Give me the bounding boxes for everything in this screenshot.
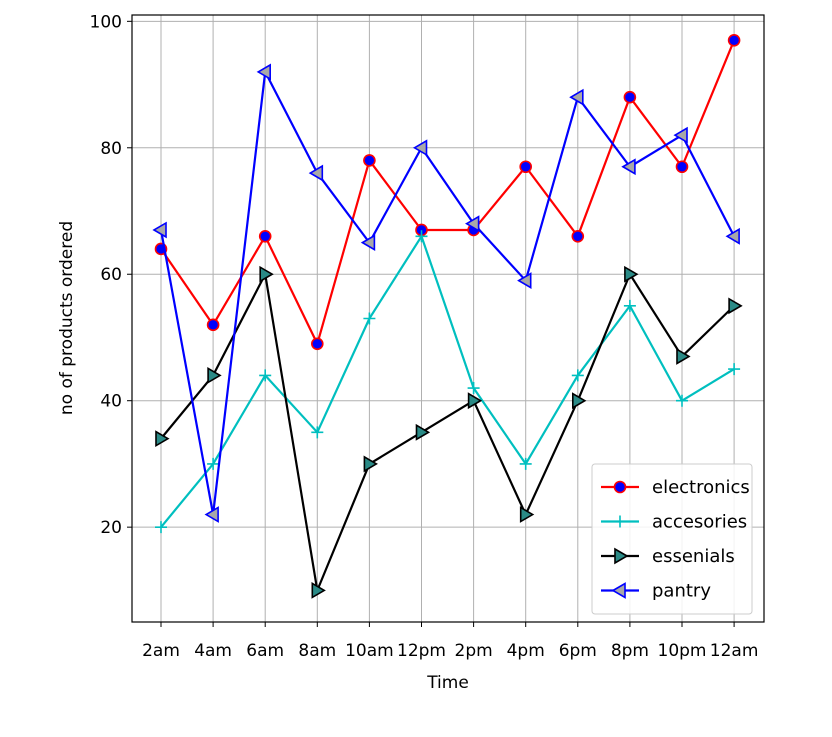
x-tick-label: 12am: [710, 641, 759, 661]
data-point-accesories: [728, 363, 741, 376]
data-point-electronics: [206, 318, 220, 332]
plot-frame: [131, 14, 765, 623]
data-point-essenials: [572, 392, 587, 410]
y-tick-label: 40: [100, 392, 122, 412]
data-point-essenials: [728, 297, 743, 315]
y-axis-ticks: 20 40 60 80 100: [90, 12, 132, 538]
data-point-electronics: [727, 33, 741, 47]
y-tick-label: 100: [90, 12, 122, 32]
legend-label-electronics: electronics: [652, 477, 750, 498]
data-point-essenials: [259, 265, 274, 283]
data-point-pantry: [256, 63, 271, 81]
series-line-electronics: [160, 39, 736, 345]
series-line-pantry: [159, 70, 736, 516]
series-pantry: [152, 63, 740, 523]
x-tick-label: 4am: [194, 641, 232, 661]
x-tick-label: 4pm: [507, 641, 545, 661]
data-point-pantry: [465, 215, 480, 233]
legend-label-pantry: pantry: [652, 581, 711, 602]
x-tick-label: 2am: [142, 641, 180, 661]
data-point-accesories: [676, 394, 688, 407]
y-axis-label: no of products ordered: [57, 221, 77, 415]
data-point-pantry: [152, 221, 167, 239]
data-point-essenials: [363, 455, 378, 473]
x-tick-label: 6am: [246, 641, 284, 661]
series-layer: [152, 33, 743, 599]
data-point-accesories: [519, 457, 532, 470]
data-point-electronics: [675, 160, 689, 174]
series-essenials: [155, 265, 743, 599]
data-point-electronics: [519, 160, 533, 174]
data-point-accesories: [623, 299, 636, 312]
y-tick-label: 80: [100, 139, 122, 159]
x-tick-label: 8pm: [611, 641, 649, 661]
data-point-essenials: [155, 430, 170, 448]
x-tick-label: 2pm: [455, 641, 493, 661]
data-point-accesories: [155, 521, 167, 534]
legend-marker-pantry: [611, 582, 626, 599]
legend-marker-accesories: [614, 515, 626, 528]
data-point-pantry: [360, 234, 376, 252]
data-point-electronics: [258, 230, 272, 243]
data-point-essenials: [676, 348, 691, 365]
data-point-pantry: [621, 158, 636, 176]
data-point-pantry: [725, 227, 740, 245]
data-point-pantry: [569, 88, 584, 106]
legend: electronics accesories essenials pantry: [591, 463, 753, 615]
data-point-electronics: [363, 154, 376, 167]
legend-label-accesories: accesories: [652, 512, 747, 533]
data-point-accesories: [207, 457, 220, 470]
series-accesories: [155, 230, 741, 534]
y-tick-label: 60: [100, 265, 122, 285]
series-line-essenials: [160, 273, 735, 592]
data-point-essenials: [467, 392, 483, 410]
data-point-pantry: [673, 126, 688, 144]
data-point-electronics: [623, 90, 637, 104]
data-point-pantry: [204, 506, 219, 523]
series-line-accesories: [160, 235, 735, 528]
data-point-essenials: [519, 506, 535, 523]
data-point-pantry: [308, 164, 324, 182]
data-point-pantry: [412, 139, 428, 157]
x-axis-ticks: 2am 4am 6am 8am 10am 12pm 2pm 4pm 6pm 8pm 10pm 12am: [142, 622, 758, 661]
legend-marker-electronics: [613, 480, 627, 494]
legend-label-essenials: essenials: [652, 546, 735, 567]
x-tick-label: 10pm: [658, 641, 707, 661]
data-point-accesories: [259, 369, 272, 382]
data-point-essenials: [415, 423, 431, 441]
data-point-accesories: [415, 230, 428, 243]
data-point-accesories: [363, 312, 376, 325]
legend-marker-essenials: [614, 547, 629, 565]
data-point-essenials: [311, 581, 326, 599]
x-axis-label: Time: [426, 673, 469, 693]
data-point-accesories: [571, 369, 584, 382]
x-tick-label: 8am: [298, 641, 336, 661]
data-point-essenials: [207, 367, 222, 384]
series-electronics: [154, 33, 741, 351]
data-point-electronics: [571, 230, 585, 243]
x-tick-label: 12pm: [397, 641, 446, 661]
legend-box: [591, 463, 753, 615]
data-point-electronics: [310, 337, 324, 351]
data-point-accesories: [311, 426, 324, 439]
y-tick-label: 20: [100, 518, 122, 538]
data-point-essenials: [624, 265, 639, 283]
data-point-pantry: [517, 272, 532, 289]
x-tick-label: 10am: [345, 641, 394, 661]
x-tick-label: 6pm: [559, 641, 597, 661]
data-point-accesories: [467, 382, 480, 395]
